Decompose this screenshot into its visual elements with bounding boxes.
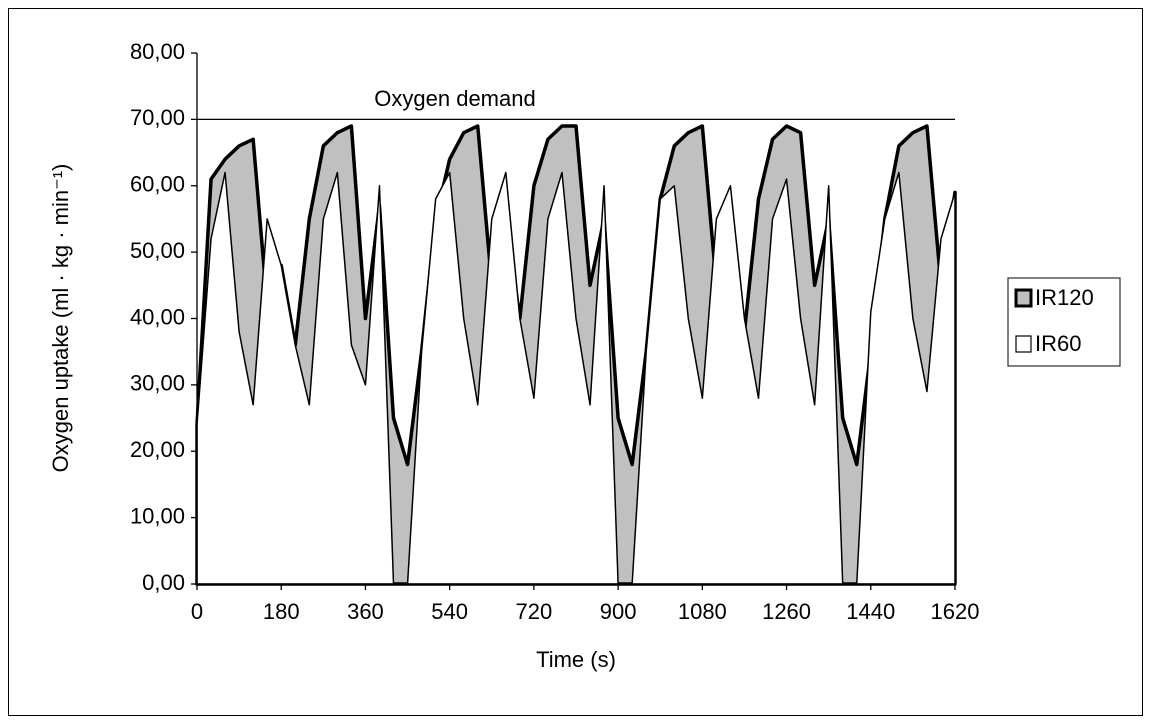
y-tick-label: 10,00 [130, 503, 185, 528]
y-tick-label: 50,00 [130, 238, 185, 263]
y-tick-label: 70,00 [130, 105, 185, 130]
x-tick-label: 720 [516, 599, 553, 624]
y-tick-label: 40,00 [130, 304, 185, 329]
x-tick-label: 900 [600, 599, 637, 624]
x-tick-label: 540 [431, 599, 468, 624]
legend-swatch [1014, 288, 1033, 308]
x-tick-label: 1080 [678, 599, 727, 624]
y-axis-title: Oxygen uptake (ml · kg · min⁻¹) [48, 164, 73, 473]
x-axis-title: Time (s) [536, 647, 616, 672]
y-tick-label: 20,00 [130, 437, 185, 462]
x-tick-label: 360 [347, 599, 384, 624]
legend-label: IR120 [1035, 285, 1094, 310]
legend-label: IR60 [1035, 331, 1081, 356]
x-tick-label: 0 [191, 599, 203, 624]
x-tick-label: 1260 [762, 599, 811, 624]
y-tick-label: 60,00 [130, 172, 185, 197]
y-tick-label: 30,00 [130, 371, 185, 396]
reference-label: Oxygen demand [374, 86, 535, 111]
x-tick-label: 180 [263, 599, 300, 624]
y-tick-label: 80,00 [130, 39, 185, 64]
x-tick-label: 1440 [846, 599, 895, 624]
x-tick-label: 1620 [931, 599, 980, 624]
legend-swatch [1015, 335, 1032, 353]
y-tick-label: 0,00 [142, 570, 185, 595]
